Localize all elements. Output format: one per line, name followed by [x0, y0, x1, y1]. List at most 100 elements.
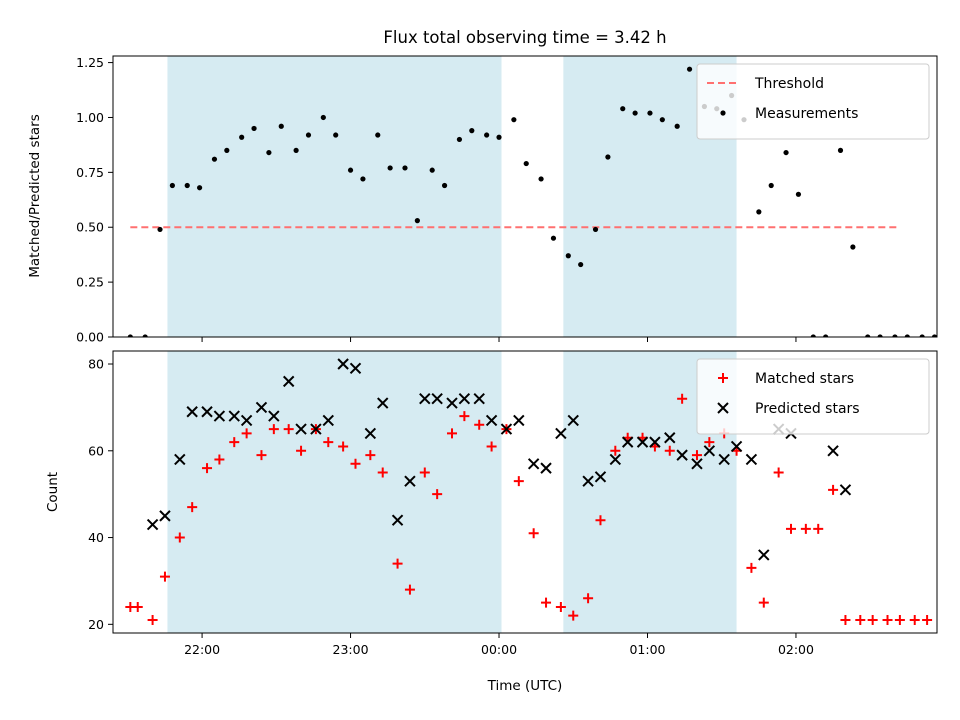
y-tick-label: 40 [88, 530, 104, 545]
legend-measurement-swatch [720, 110, 726, 116]
measurement-point [456, 136, 463, 143]
measurement-point [837, 147, 844, 153]
measurement-point [877, 334, 883, 337]
predicted-stars-point [201, 406, 213, 418]
predicted-stars-point [213, 410, 226, 422]
predicted-stars-point [718, 453, 730, 466]
predicted-stars-point [664, 432, 676, 444]
measurement-point [850, 244, 856, 250]
matched-stars-point [786, 523, 797, 534]
predicted-stars-point [377, 397, 389, 409]
measurement-point [756, 209, 762, 215]
matched-stars-point [555, 601, 566, 612]
matched-stars-point [677, 393, 688, 404]
matched-stars-point [936, 618, 937, 621]
predicted-stars-point [500, 423, 513, 435]
measurement-point [169, 182, 175, 189]
matched-stars-point [528, 528, 539, 539]
y-tick-label: 20 [88, 617, 104, 632]
measurement-point [659, 117, 665, 123]
predicted-stars-point [419, 393, 431, 405]
measurement-point [197, 185, 203, 191]
measurement-point [647, 110, 653, 116]
measurement-point [578, 261, 584, 268]
measurement-point [810, 334, 816, 337]
matched-stars-point [746, 562, 757, 573]
y-tick-label: 1.25 [76, 55, 104, 70]
measurement-point [402, 165, 408, 171]
predicted-stars-point [485, 414, 498, 427]
plot-area [125, 351, 959, 633]
measurement-point [632, 110, 638, 116]
measurement-point [305, 132, 312, 138]
matched-stars-point [583, 593, 594, 604]
predicted-stars-point [295, 423, 307, 435]
matched-stars-point [610, 445, 621, 456]
chart-title: Flux total observing time = 3.42 h [383, 28, 666, 47]
predicted-stars-point [240, 414, 253, 427]
matched-stars-point [296, 445, 307, 456]
measurement-point [565, 253, 571, 259]
measurement-point [768, 182, 774, 189]
y-tick-label: 0.00 [76, 330, 104, 345]
matched-stars-point [350, 458, 361, 469]
matched-stars-point [894, 614, 905, 625]
matched-stars-point [909, 614, 920, 625]
measurement-point [360, 176, 366, 182]
y-tick-label: 0.75 [76, 165, 104, 180]
matched-stars-point [882, 614, 893, 625]
matched-stars-point [513, 476, 524, 487]
predicted-stars-point [582, 475, 594, 487]
measurement-point [387, 165, 393, 171]
matched-stars-point [595, 515, 606, 526]
matched-stars-point [486, 441, 497, 452]
legend-predicted-swatch [717, 402, 729, 414]
predicted-stars-point [555, 427, 567, 440]
measurement-point [686, 66, 693, 72]
measurement-point [239, 134, 245, 140]
y-tick-label: 0.25 [76, 275, 104, 290]
measurement-point [320, 114, 326, 121]
measurement-point [347, 167, 354, 173]
matched-stars-point [338, 441, 349, 452]
measurement-point [211, 156, 218, 162]
predicted-stars-point [431, 393, 443, 405]
predicted-stars-point [621, 436, 634, 448]
measurement-point [783, 149, 789, 156]
measurement-point [496, 134, 502, 140]
measurement-point [484, 132, 490, 138]
predicted-stars-point [310, 423, 322, 435]
count-y-axis-label: Count [45, 472, 61, 512]
ratio-y-axis-label: Matched/Predicted stars [27, 114, 43, 277]
matched-stars-point [568, 610, 579, 621]
predicted-stars-point [404, 475, 416, 487]
predicted-stars-point [228, 410, 240, 422]
legend-frame [696, 63, 930, 140]
predicted-stars-point [567, 414, 579, 427]
predicted-stars-point [391, 514, 404, 526]
predicted-stars-point [146, 518, 159, 531]
matched-stars-point [541, 597, 552, 608]
measurement-point [127, 334, 133, 337]
measurement-point [892, 334, 898, 337]
matched-stars-point [202, 463, 213, 474]
matched-stars-point [474, 419, 485, 430]
matched-stars-point [432, 489, 443, 500]
ratio-panel: 0.00 0.25 0.50 0.75 1.00 1.25 Threshold Measure… [76, 55, 938, 345]
x-tick-label: 00:00 [481, 642, 517, 657]
matched-stars-point [447, 428, 458, 439]
matched-stars-point [392, 558, 403, 569]
predicted-stars-point [594, 471, 607, 483]
predicted-stars-point [527, 458, 540, 470]
measurement-point [251, 125, 257, 132]
matched-stars-point [867, 614, 878, 625]
matched-stars-point [241, 428, 252, 439]
measurement-point [823, 334, 829, 337]
predicted-stars-point [839, 484, 852, 496]
measurement-point [511, 117, 517, 123]
matched-stars-point [704, 437, 715, 448]
measurement-point [904, 334, 910, 337]
matched-stars-point [459, 411, 470, 422]
predicted-stars-point [609, 453, 622, 466]
matched-stars-point [949, 615, 959, 625]
